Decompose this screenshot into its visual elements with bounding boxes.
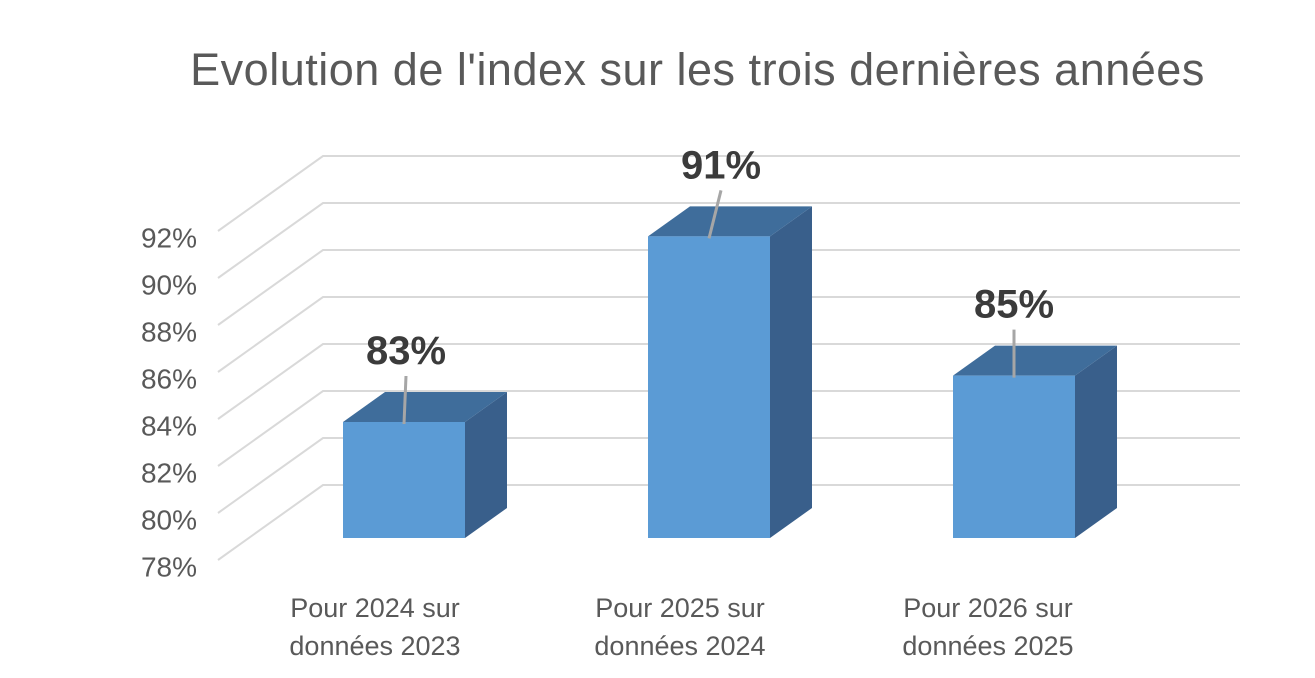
x-category-label-line2: données 2025 [902,631,1073,661]
bar-data-label: 85% [974,283,1054,327]
bar-top-face [648,206,812,237]
bar-front-face [343,422,465,538]
chart-figure: Evolution de l'index sur les trois derni… [40,16,1315,678]
bar-top-face [343,392,507,422]
x-category-label-line2: données 2024 [594,631,765,661]
gridline [217,296,1240,373]
bar-front-face [648,236,770,538]
gridline [217,343,1240,420]
x-category-label-line1: Pour 2024 sur [290,593,460,623]
bar-data-label: 91% [681,143,761,187]
y-axis-tick-label: 78% [141,552,197,583]
gridline [217,155,1240,232]
chart-canvas: 92% 90% 88% 86% 84% 82% 80% 78% 83% 91% 85% Pour 20… [141,143,1240,661]
bar-side-face [770,206,812,538]
x-category-label-line1: Pour 2025 sur [595,593,765,623]
gridline [217,484,1240,561]
gridline [217,437,1240,514]
data-label-leader-line [707,190,723,239]
bar-front-face [953,375,1075,538]
y-axis-tick-label: 86% [141,364,197,395]
bar-top-face [953,345,1117,376]
bar-data-label: 83% [366,329,446,373]
y-axis-tick-label: 88% [141,317,197,348]
y-axis-tick-label: 82% [141,458,197,489]
chart-title: Evolution de l'index sur les trois derni… [190,44,1205,95]
data-label-leader-line [402,375,408,425]
gridline [217,390,1240,467]
gridline [217,202,1240,279]
y-axis-tick-label: 84% [141,411,197,442]
gridline [217,249,1240,326]
x-category-label-line2: données 2023 [289,631,460,661]
bar-side-face [465,392,507,538]
x-category-label-line1: Pour 2026 sur [903,593,1073,623]
y-axis-tick-label: 80% [141,505,197,536]
y-axis-tick-label: 90% [141,270,197,301]
y-axis-tick-label: 92% [141,223,197,254]
bar-side-face [1075,345,1117,538]
